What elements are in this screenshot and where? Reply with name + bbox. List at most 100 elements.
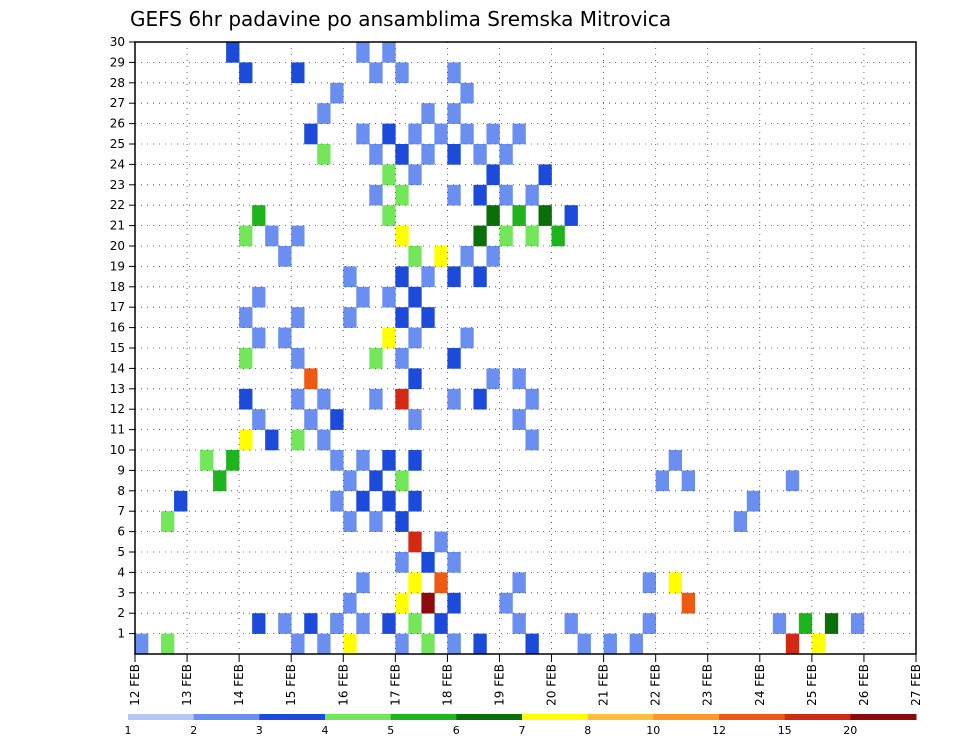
heatmap-cell: [408, 531, 422, 553]
heatmap-cell: [512, 572, 526, 594]
heatmap-cell: [135, 633, 149, 655]
heatmap-cell: [486, 205, 500, 226]
heatmap-cell: [460, 327, 474, 349]
heatmap-cell: [252, 409, 266, 430]
cells-layer: [135, 42, 865, 655]
heatmap-cell: [265, 225, 279, 247]
heatmap-cell: [551, 225, 565, 247]
heatmap-cell: [213, 470, 227, 492]
heatmap-cell: [525, 184, 539, 206]
heatmap-cell: [395, 552, 409, 573]
y-tick-label: 26: [110, 117, 125, 131]
heatmap-cell: [226, 42, 240, 63]
x-tick-label: 17 FEB: [388, 664, 402, 706]
heatmap-cell: [733, 511, 748, 532]
heatmap-cell: [772, 613, 787, 634]
legend-swatch: [325, 714, 392, 720]
heatmap-cell: [356, 123, 370, 145]
y-tick-label: 20: [110, 239, 125, 253]
heatmap-cell: [395, 266, 409, 288]
heatmap-cell: [239, 62, 253, 84]
legend-label: 12: [712, 724, 726, 737]
heatmap-cell: [473, 266, 487, 288]
heatmap-cell: [421, 307, 435, 328]
heatmap-cell: [395, 511, 409, 532]
heatmap-cell: [603, 633, 617, 655]
heatmap-cell: [525, 429, 539, 451]
heatmap-cell: [785, 633, 800, 655]
heatmap-cell: [369, 511, 383, 532]
legend-label: 10: [646, 724, 660, 737]
heatmap-cell: [408, 613, 422, 634]
y-tick-label: 23: [110, 178, 125, 192]
x-tick-label: 20 FEB: [545, 664, 559, 706]
legend-swatch: [259, 714, 326, 720]
heatmap-cell: [434, 123, 448, 145]
heatmap-cell: [642, 572, 656, 594]
heatmap-cell: [317, 103, 331, 124]
heatmap-cell: [512, 613, 526, 634]
heatmap-cell: [473, 633, 487, 655]
legend-swatch: [784, 714, 851, 720]
heatmap-cell: [564, 613, 578, 634]
heatmap-cell: [330, 490, 344, 512]
heatmap-cell: [252, 286, 266, 308]
heatmap-cell: [538, 164, 552, 186]
heatmap-cell: [239, 225, 253, 247]
legend-swatch: [587, 714, 654, 720]
legend-label: 7: [519, 724, 526, 737]
heatmap-cell: [343, 470, 357, 492]
heatmap-cell: [343, 511, 357, 532]
heatmap-cell: [681, 592, 696, 614]
heatmap-cell: [434, 246, 448, 267]
heatmap-cell: [408, 123, 422, 145]
heatmap-cell: [408, 490, 422, 512]
legend-label: 2: [190, 724, 197, 737]
heatmap-cell: [382, 164, 396, 186]
heatmap-cell: [447, 592, 461, 614]
heatmap-cell: [382, 123, 396, 145]
heatmap-cell: [330, 450, 344, 471]
heatmap-cell: [512, 123, 526, 145]
legend-swatch: [193, 714, 260, 720]
heatmap-cell: [395, 307, 409, 328]
y-tick-label: 8: [117, 484, 125, 498]
y-tick-label: 4: [117, 565, 125, 579]
heatmap-cell: [291, 62, 305, 84]
legend-swatch: [719, 714, 786, 720]
heatmap-cell: [278, 613, 292, 634]
legend-label: 4: [322, 724, 329, 737]
heatmap-cell: [473, 388, 487, 410]
heatmap-cell: [395, 592, 409, 614]
x-tick-label: 19 FEB: [492, 664, 506, 706]
heatmap-cell: [395, 470, 409, 492]
y-tick-label: 27: [110, 96, 125, 110]
heatmap-cell: [421, 266, 435, 288]
heatmap-cell: [499, 592, 513, 614]
heatmap-cell: [525, 633, 539, 655]
x-tick-label: 18 FEB: [440, 664, 454, 706]
heatmap-cell: [460, 123, 474, 145]
heatmap-cell: [395, 225, 409, 247]
y-tick-label: 13: [110, 382, 125, 396]
legend-swatch: [390, 714, 457, 720]
heatmap-cell: [265, 429, 279, 451]
x-tick-label: 27 FEB: [909, 664, 923, 706]
heatmap-cell: [382, 286, 396, 308]
heatmap-cell: [161, 511, 175, 532]
heatmap-cell: [252, 205, 266, 226]
y-tick-label: 7: [117, 504, 125, 518]
heatmap-cell: [525, 225, 539, 247]
heatmap-cell: [395, 388, 409, 410]
x-tick-label: 24 FEB: [753, 664, 767, 706]
heatmap-cell: [382, 42, 396, 63]
heatmap-cell: [408, 572, 422, 594]
legend-swatch: [522, 714, 589, 720]
heatmap-cell: [343, 633, 357, 655]
heatmap-cell: [486, 164, 500, 186]
heatmap-cell: [278, 327, 292, 349]
x-tick-label: 25 FEB: [805, 664, 819, 706]
heatmap-cell: [291, 348, 305, 369]
heatmap-cell: [291, 307, 305, 328]
heatmap-cell: [473, 184, 487, 206]
